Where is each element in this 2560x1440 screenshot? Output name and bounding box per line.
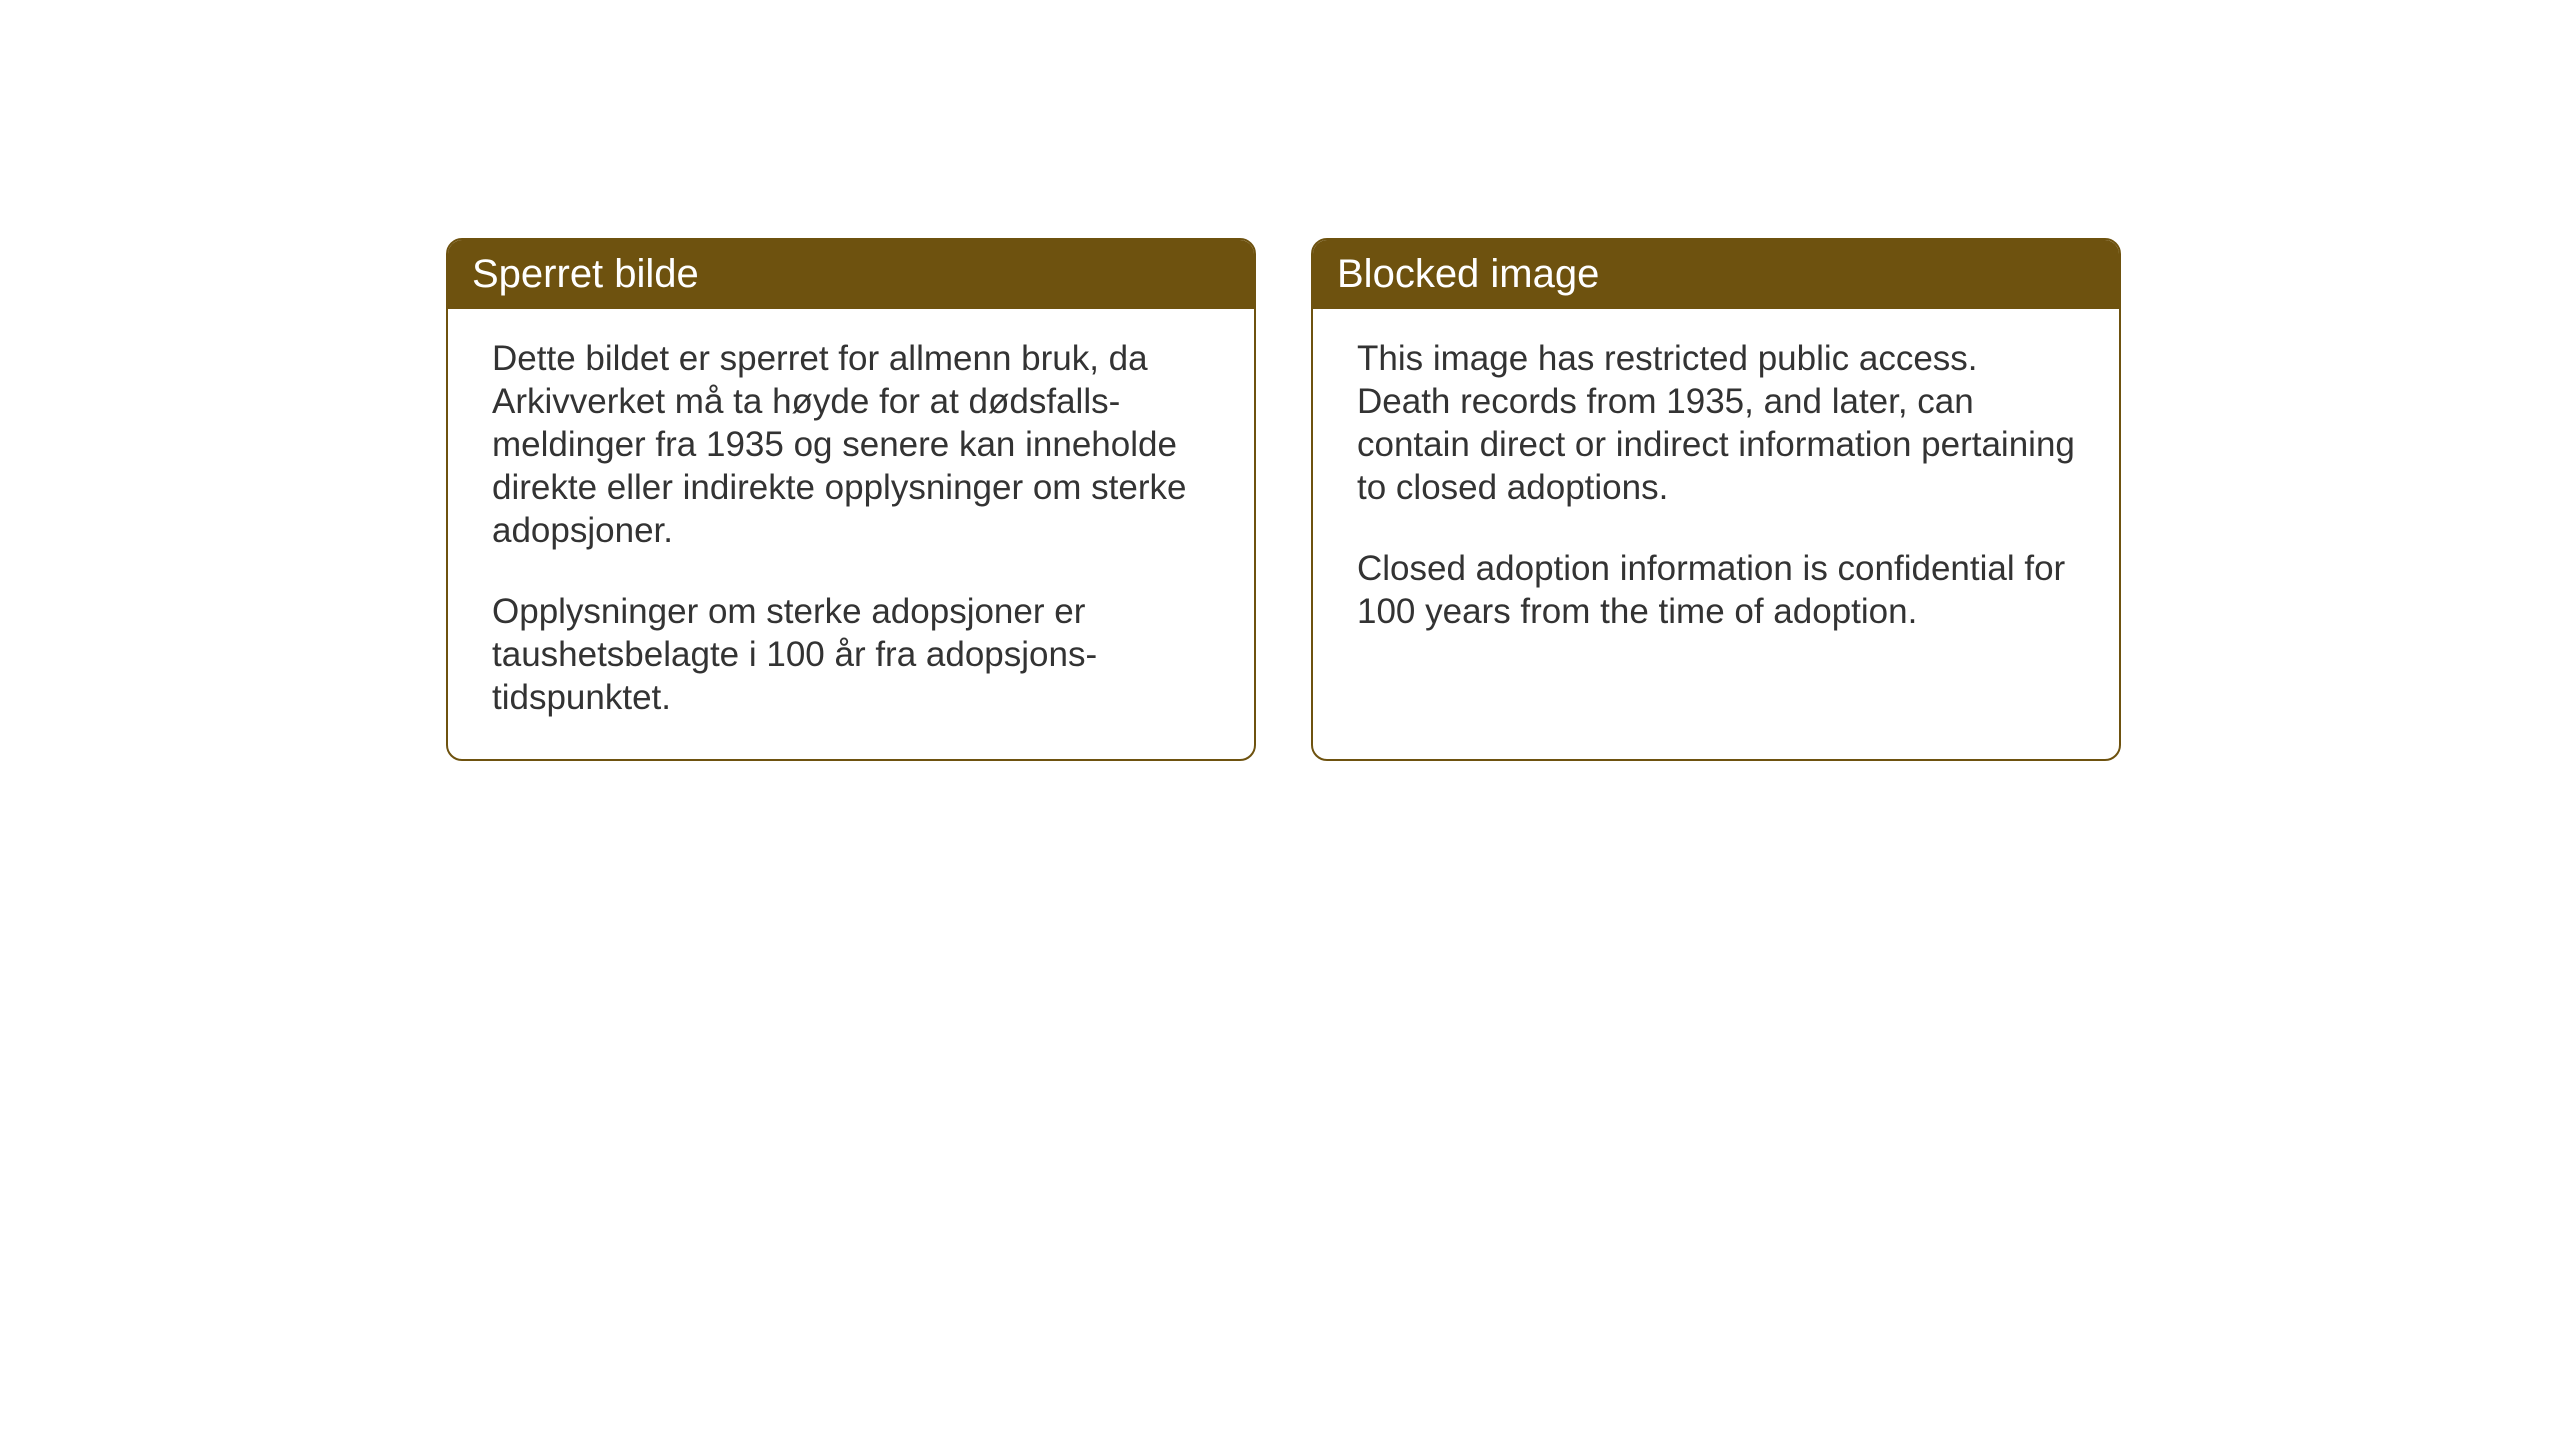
- card-english: Blocked image This image has restricted …: [1311, 238, 2121, 761]
- card-body-norwegian: Dette bildet er sperret for allmenn bruk…: [448, 309, 1254, 759]
- card-title-norwegian: Sperret bilde: [472, 252, 699, 296]
- card-body-english: This image has restricted public access.…: [1313, 309, 2119, 749]
- card-header-english: Blocked image: [1313, 240, 2119, 309]
- card-norwegian: Sperret bilde Dette bildet er sperret fo…: [446, 238, 1256, 761]
- card-header-norwegian: Sperret bilde: [448, 240, 1254, 309]
- paragraph-norwegian-2: Opplysninger om sterke adopsjoner er tau…: [492, 590, 1210, 719]
- cards-container: Sperret bilde Dette bildet er sperret fo…: [446, 238, 2121, 761]
- paragraph-english-1: This image has restricted public access.…: [1357, 337, 2075, 509]
- paragraph-english-2: Closed adoption information is confident…: [1357, 547, 2075, 633]
- card-title-english: Blocked image: [1337, 252, 1599, 296]
- paragraph-norwegian-1: Dette bildet er sperret for allmenn bruk…: [492, 337, 1210, 552]
